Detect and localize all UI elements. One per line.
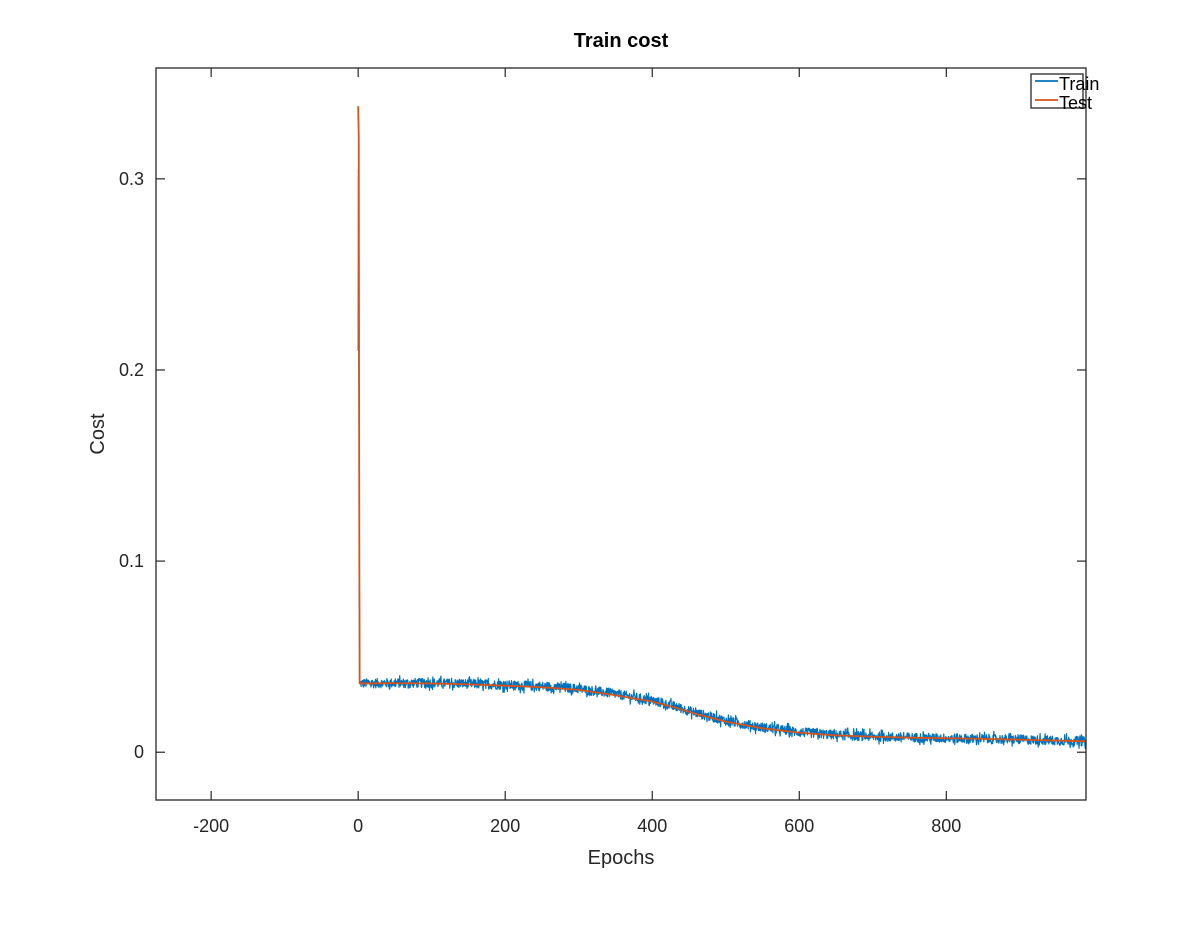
series-line-test [357,106,1086,743]
y-axis-label: Cost [87,413,109,455]
y-tick-label: 0.3 [119,169,144,189]
axes-frame [155,67,1087,801]
y-tick-label: 0.1 [119,551,144,571]
chart-title: Train cost [574,30,669,52]
legend-label-test: Test [1059,93,1092,113]
legend-box [1030,73,1084,109]
legend: Train Test [1030,73,1099,113]
series-line-train [357,168,1086,749]
x-tick-label: 600 [784,816,814,836]
x-tick-label: 0 [353,816,363,836]
y-tick-label: 0.2 [119,360,144,380]
x-tick-label: 400 [637,816,667,836]
y-tick-label: 0 [134,742,144,762]
x-tick-label: -200 [193,816,229,836]
axes-area [156,68,1086,800]
x-tick-label: 200 [490,816,520,836]
x-axis-label: Epochs [588,847,655,869]
x-tick-label: 800 [931,816,961,836]
legend-label-train: Train [1059,74,1099,94]
